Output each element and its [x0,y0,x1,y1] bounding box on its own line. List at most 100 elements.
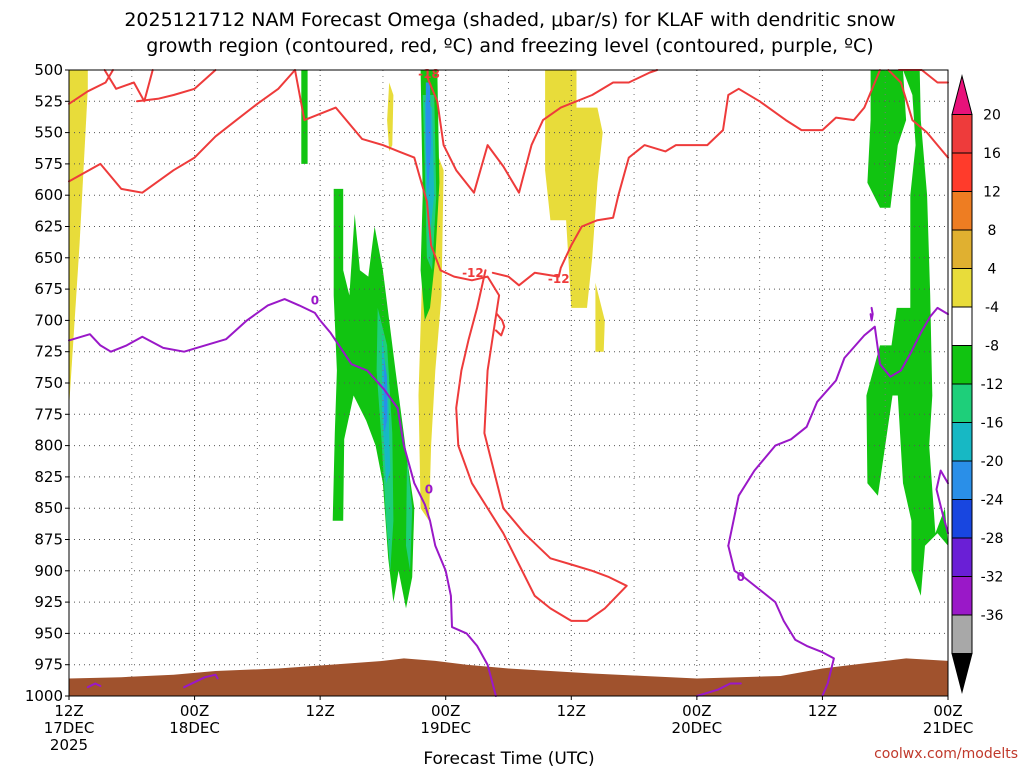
omega-region-4-4 [595,282,605,352]
colorbar-label-2: 12 [983,185,1001,201]
x-tick-label-72-1: 12Z [808,702,837,720]
contour-dgz-4 [294,69,628,622]
contour-dgz-6 [491,69,881,287]
contour-dgz-1 [68,69,296,194]
y-tick-label-725: 725 [34,343,63,361]
contour-label-5: 0 [737,570,745,584]
colorbar-cap-top [951,74,973,115]
x-tick-label-36-2: 19DEC [420,719,471,737]
colorbar-swatch-10 [951,460,973,500]
colorbar-cap-bottom [951,653,973,694]
y-tick-label-875: 875 [34,531,63,549]
colorbar-label-13: -36 [981,608,1004,624]
plot-area: -18 -12 -12 0 0 0 [68,67,949,697]
colorbar-swatch-4 [951,229,973,269]
y-tick-label-850: 850 [34,499,63,517]
omega-region-neg16-15 [425,82,432,196]
omega-region-neg8-11 [406,458,413,571]
colorbar-swatch-5 [951,268,973,308]
y-tick-label-600: 600 [34,186,63,204]
colorbar-label-7: -12 [981,377,1004,393]
x-tick-label-24-1: 12Z [305,702,334,720]
contour-freezing-17 [935,469,949,535]
colorbar-label-10: -24 [981,493,1004,509]
contour-freezing-10 [68,298,497,697]
contour-freezing-11 [86,682,102,689]
y-tick-label-800: 800 [34,437,63,455]
colorbar-swatch-1 [951,114,973,154]
contour-label-4: 0 [425,482,433,496]
contour-freezing-15 [727,544,835,697]
contour-dgz-3 [136,69,217,103]
contour-dgz-5 [425,69,659,194]
credit-text: coolwx.com/modelts [874,746,1018,762]
omega-region-4-2 [387,82,394,152]
colorbar-label-9: -20 [981,454,1004,470]
contour-dgz-7 [494,313,506,337]
omega-region-neg4-7 [332,188,415,609]
colorbar-label-6: -8 [985,339,999,355]
x-tick-label-0-3: 2025 [50,736,88,754]
colorbar-swatch-9 [951,422,973,462]
y-tick-label-750: 750 [34,374,63,392]
omega-region-neg4-8 [867,70,907,208]
colorbar-label-5: -4 [985,300,999,316]
colorbar-swatch-7 [951,345,973,385]
y-tick-label-500: 500 [34,61,63,79]
colorbar-label-1: 16 [983,146,1001,162]
y-tick-label-1000: 1000 [25,687,63,705]
x-tick-label-48-1: 12Z [557,702,586,720]
x-tick-label-0-2: 17DEC [44,719,95,737]
y-tick-label-625: 625 [34,218,63,236]
colorbar-swatch-14 [951,614,973,654]
x-tick-label-36-1: 00Z [431,702,460,720]
y-tick-label-700: 700 [34,311,63,329]
contour-freezing-14 [727,306,949,547]
y-tick-label-925: 925 [34,593,63,611]
colorbar-swatch-3 [951,191,973,231]
x-axis-title: Forecast Time (UTC) [423,749,594,768]
colorbar-swatch-6 [951,306,973,346]
colorbar-swatch-13 [951,576,973,616]
contour-freezing-12 [183,673,219,689]
terrain-ground [69,658,948,696]
colorbar-label-3: 8 [988,223,997,239]
contour-label-2: -12 [548,272,570,286]
x-tick-label-84-1: 00Z [933,702,962,720]
colorbar-label-8: -16 [981,416,1004,432]
grid-layer [69,70,948,696]
contour-label-0: -18 [418,67,440,81]
chart-title-line1: 2025121712 NAM Forecast Omega (shaded, μ… [124,9,895,31]
y-tick-label-950: 950 [34,624,63,642]
y-tick-label-900: 900 [34,562,63,580]
omega-region-4-0 [69,70,88,408]
x-tick-label-60-2: 20DEC [672,719,723,737]
colorbar-swatch-2 [951,152,973,192]
contour-freezing-16 [869,306,874,322]
contour-dgz-2 [103,69,154,103]
contour-freezing-13 [695,682,742,697]
y-tick-label-550: 550 [34,124,63,142]
contour-layer [68,69,949,697]
terrain-layer [69,658,948,696]
x-tick-label-60-1: 00Z [682,702,711,720]
x-tick-label-0-1: 12Z [54,702,83,720]
colorbar-label-11: -28 [981,531,1004,547]
colorbar-swatch-11 [951,499,973,539]
omega-region-4-3 [545,70,603,308]
colorbar-label-12: -32 [981,570,1004,586]
y-tick-label-650: 650 [34,249,63,267]
contour-dgz-8 [887,69,949,159]
x-tick-label-12-2: 18DEC [169,719,220,737]
chart-title-line2: growth region (contoured, red, ºC) and f… [146,35,873,57]
y-tick-label-775: 775 [34,405,63,423]
colorbar: 20 16 12 8 4 -4 -8 -12 -16 -20 -24 -28 -32 -36 [951,74,1004,694]
omega-region-neg4-9 [866,70,948,596]
colorbar-swatch-12 [951,537,973,577]
x-tick-label-84-2: 21DEC [923,719,974,737]
colorbar-label-4: 4 [988,262,997,278]
y-tick-label-975: 975 [34,656,63,674]
colorbar-label-0: 20 [983,108,1001,124]
